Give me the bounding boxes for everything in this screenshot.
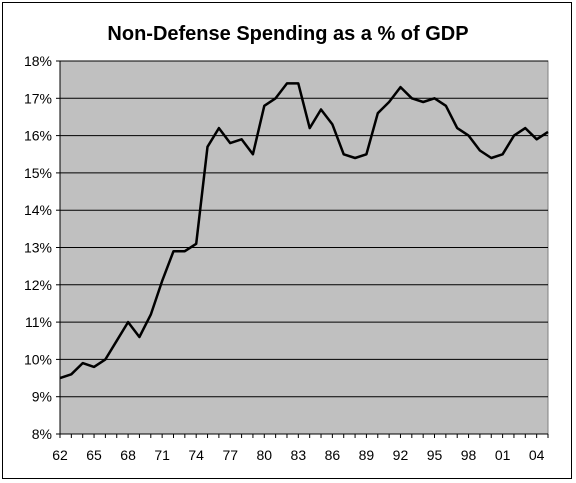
y-tick-label: 12% [24, 277, 52, 293]
y-tick-label: 13% [24, 240, 52, 256]
y-tick-label: 18% [24, 53, 52, 69]
x-tick-label: 92 [393, 447, 409, 463]
y-tick-label: 15% [24, 165, 52, 181]
y-tick-label: 17% [24, 90, 52, 106]
x-axis: 62 65 68 71 74 77 80 83 86 89 92 95 98 01 04 [52, 434, 549, 463]
y-axis: 8% 9% 10% 11% 12% 13% 14% 15% 16% 17% 18% [24, 53, 60, 442]
y-tick-label: 8% [32, 426, 52, 442]
x-tick-label: 98 [461, 447, 477, 463]
x-tick-label: 04 [529, 447, 545, 463]
y-tick-label: 16% [24, 128, 52, 144]
x-tick-label: 83 [291, 447, 307, 463]
x-tick-label: 01 [495, 447, 511, 463]
x-tick-label: 77 [222, 447, 238, 463]
x-tick-label: 95 [427, 447, 443, 463]
series-line [59, 82, 549, 380]
y-tick-label: 11% [25, 314, 52, 330]
y-tick-label: 10% [24, 351, 52, 367]
y-tick-label: 9% [32, 389, 52, 405]
chart-title: Non-Defense Spending as a % of GDP [107, 23, 468, 45]
x-tick-label: 86 [325, 447, 341, 463]
x-tick-label: 62 [52, 447, 68, 463]
x-tick-label: 80 [256, 447, 272, 463]
x-tick-label: 65 [86, 447, 102, 463]
x-tick-label: 68 [120, 447, 136, 463]
x-tick-label: 89 [359, 447, 375, 463]
y-tick-label: 14% [24, 202, 52, 218]
x-tick-label: 74 [188, 447, 204, 463]
x-tick-label: 71 [154, 447, 170, 463]
